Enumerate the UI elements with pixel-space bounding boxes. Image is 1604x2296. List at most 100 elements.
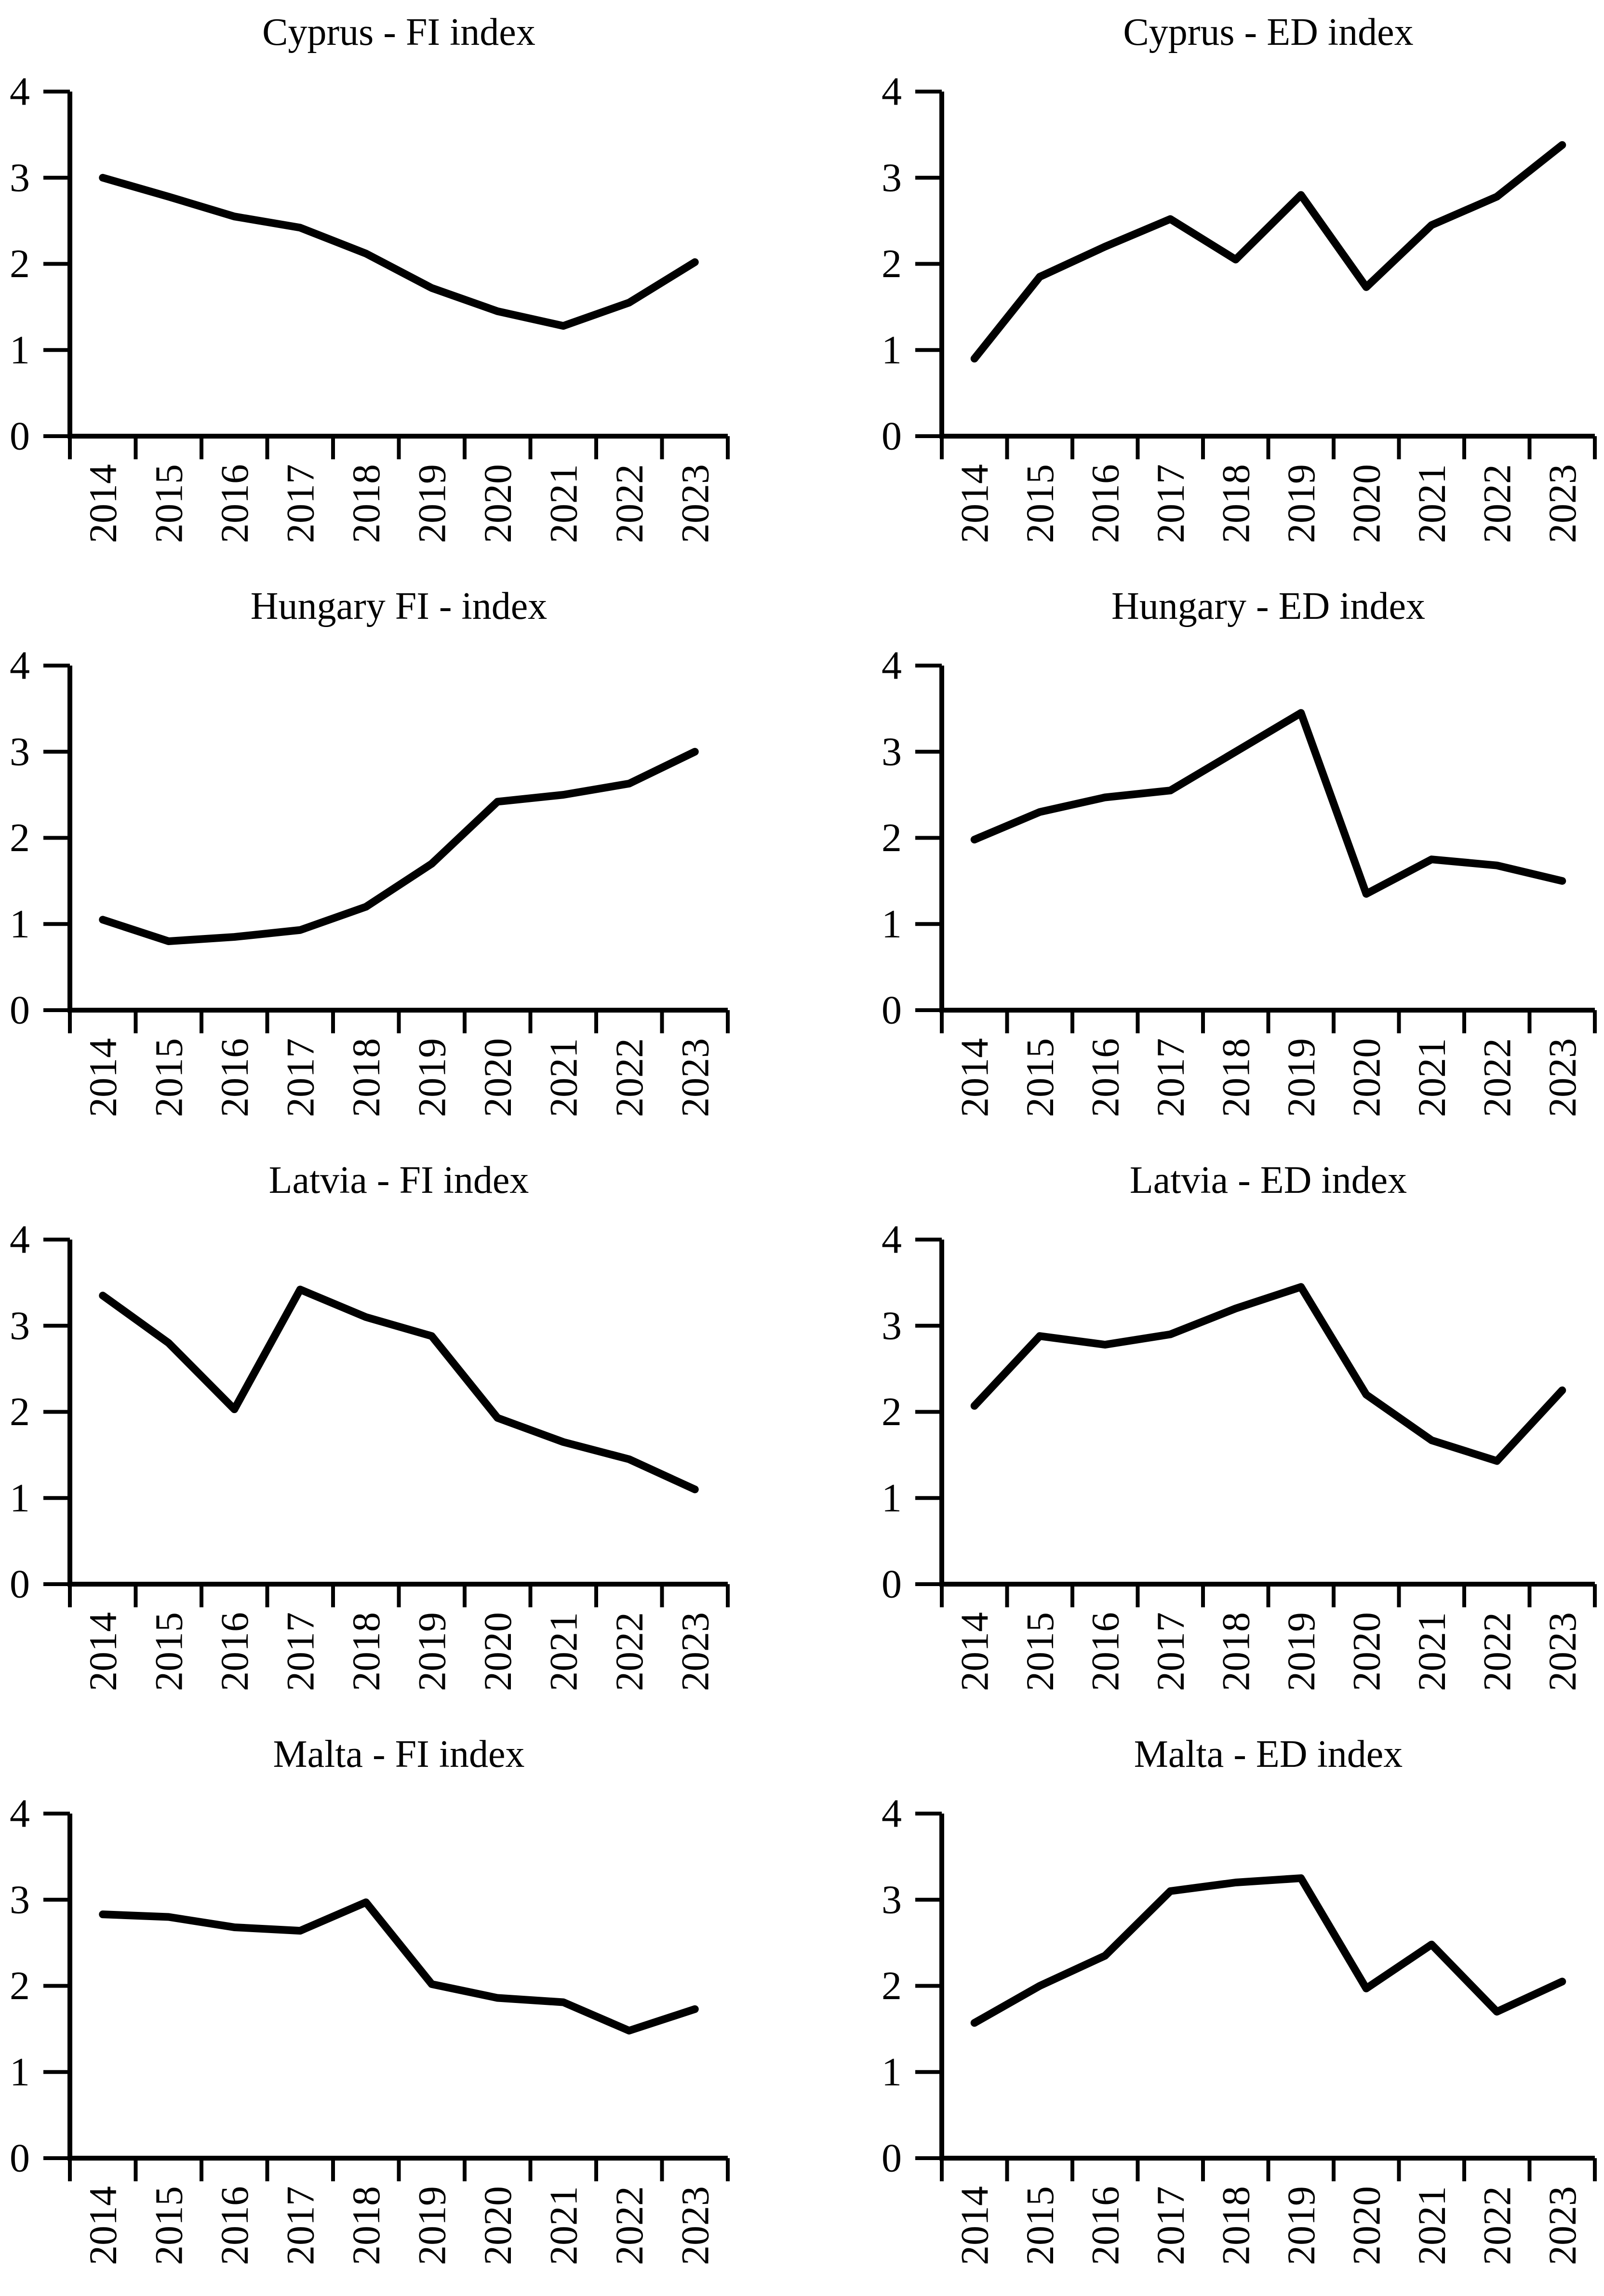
x-tick-label: 2022 [1475,2186,1519,2265]
y-tick-label: 3 [882,729,902,774]
x-tick-label: 2017 [1149,464,1192,543]
x-tick-label: 2015 [1018,1612,1062,1691]
data-line [970,709,1566,898]
y-tick-label: 0 [882,1562,902,1607]
x-tick-label: 2023 [1540,464,1584,543]
x-tick-label: 2016 [213,1038,256,1117]
y-tick-label: 0 [882,988,902,1033]
x-tick-label: 2014 [81,1612,125,1691]
x-tick-label: 2021 [541,2186,585,2265]
y-tick-label: 1 [10,1476,30,1521]
x-tick-label: 2019 [410,464,454,543]
x-tick-label: 2021 [1410,1612,1454,1691]
data-line [99,1285,699,1494]
x-tick-label: 2021 [1410,464,1454,543]
chart-title: Latvia - FI index [268,1159,529,1201]
data-line [970,1874,1566,2027]
x-tick-label: 2014 [81,464,125,543]
chart-plot-latvia-ed: 0 1 2 3 4 2014 2015 2016 2017 2018 2019 2020 2021 202… [882,1217,1597,1691]
y-tick-label: 1 [882,2050,902,2095]
y-tick-label: 2 [10,815,30,860]
y-tick-label: 0 [882,414,902,459]
chart-title: Malta - FI index [273,1733,525,1775]
x-tick-label: 2023 [1540,2186,1584,2265]
y-tick-label: 4 [882,1217,902,1262]
x-tick-label: 2020 [1344,1612,1388,1691]
chart-cell-malta-ed: Malta - ED index 0 1 2 3 4 2014 2015 2016 2017 20… [802,1722,1604,2296]
x-tick-label: 2022 [1475,464,1519,543]
x-tick-label: 2018 [1214,1612,1257,1691]
x-tick-label: 2018 [1214,1038,1257,1117]
y-tick-label: 4 [882,643,902,688]
x-tick-label: 2015 [1018,2186,1062,2265]
x-tick-label: 2020 [1344,2186,1388,2265]
data-line [970,1283,1566,1465]
x-tick-label: 2020 [1344,1038,1388,1117]
x-tick-label: 2020 [1344,464,1388,543]
x-tick-label: 2015 [147,1038,190,1117]
x-tick-label: 2021 [1410,2186,1454,2265]
y-tick-label: 2 [10,1963,30,2008]
x-tick-label: 2023 [673,464,717,543]
x-tick-label: 2018 [344,2186,388,2265]
y-tick-label: 2 [882,1963,902,2008]
y-tick-label: 0 [10,1562,30,1607]
x-tick-label: 2014 [952,2186,996,2265]
chart-plot-hungary-ed: 0 1 2 3 4 2014 2015 2016 2017 2018 2019 2020 2021 202… [882,643,1597,1117]
x-tick-label: 2019 [1279,1612,1323,1691]
y-tick-label: 1 [10,328,30,373]
x-tick-label: 2018 [1214,464,1257,543]
y-tick-label: 3 [10,1877,30,1922]
x-tick-label: 2017 [278,464,322,543]
y-tick-label: 3 [10,729,30,774]
x-tick-label: 2016 [1083,1612,1127,1691]
x-tick-label: 2015 [147,2186,190,2265]
y-tick-label: 4 [10,1217,30,1262]
x-tick-label: 2021 [541,464,585,543]
x-tick-label: 2015 [147,464,190,543]
chart-plot-cyprus-fi: 0 1 2 3 4 2014 2015 2016 2017 2018 2019 2020 2021 202… [10,69,730,543]
y-tick-label: 2 [10,241,30,286]
x-tick-label: 2016 [1083,2186,1127,2265]
y-tick-label: 0 [10,414,30,459]
chart-cell-hungary-ed: Hungary - ED index 0 1 2 3 4 2014 2015 2016 2017… [802,574,1604,1148]
chart-plot-malta-ed: 0 1 2 3 4 2014 2015 2016 2017 2018 2019 2020 2021 202… [882,1791,1597,2265]
y-tick-label: 2 [882,241,902,286]
x-tick-label: 2020 [476,2186,520,2265]
x-tick-label: 2019 [1279,1038,1323,1117]
x-tick-label: 2022 [607,1612,651,1691]
chart-cell-latvia-fi: Latvia - FI index 0 1 2 3 4 2014 2015 2016 2017 2… [0,1148,802,1722]
chart-plot-cyprus-ed: 0 1 2 3 4 2014 2015 2016 2017 2018 2019 2020 2021 202… [882,69,1597,543]
x-tick-label: 2014 [81,1038,125,1117]
x-tick-label: 2014 [81,2186,125,2265]
y-tick-label: 2 [882,815,902,860]
chart-title: Malta - ED index [1134,1733,1403,1775]
x-tick-label: 2016 [213,1612,256,1691]
x-tick-label: 2017 [1149,1038,1192,1117]
y-tick-label: 2 [882,1389,902,1434]
x-tick-label: 2020 [476,1612,520,1691]
x-tick-label: 2016 [213,2186,256,2265]
chart-plot-hungary-fi: 0 1 2 3 4 2014 2015 2016 2017 2018 2019 2020 2021 202… [10,643,730,1117]
x-tick-label: 2022 [607,1038,651,1117]
x-tick-label: 2022 [607,464,651,543]
x-tick-label: 2019 [1279,2186,1323,2265]
chart-cell-latvia-ed: Latvia - ED index 0 1 2 3 4 2014 2015 2016 2017 2… [802,1148,1604,1722]
chart-cell-hungary-fi: Hungary FI - index 0 1 2 3 4 2014 2015 2016 2017… [0,574,802,1148]
x-tick-label: 2017 [278,1038,322,1117]
x-tick-label: 2015 [147,1612,190,1691]
y-tick-label: 3 [882,155,902,200]
y-tick-label: 0 [882,2136,902,2181]
x-tick-label: 2017 [278,1612,322,1691]
x-tick-label: 2015 [1018,464,1062,543]
y-tick-label: 1 [10,2050,30,2095]
x-tick-label: 2022 [1475,1612,1519,1691]
y-tick-label: 1 [882,1476,902,1521]
y-tick-label: 1 [10,902,30,947]
data-line [99,748,699,945]
x-tick-label: 2022 [1475,1038,1519,1117]
x-tick-label: 2020 [476,464,520,543]
x-tick-label: 2023 [673,2186,717,2265]
chart-cell-cyprus-fi: Cyprus - FI index 0 1 2 3 4 2014 2015 2016 2017 2… [0,0,802,574]
y-tick-label: 2 [10,1389,30,1434]
